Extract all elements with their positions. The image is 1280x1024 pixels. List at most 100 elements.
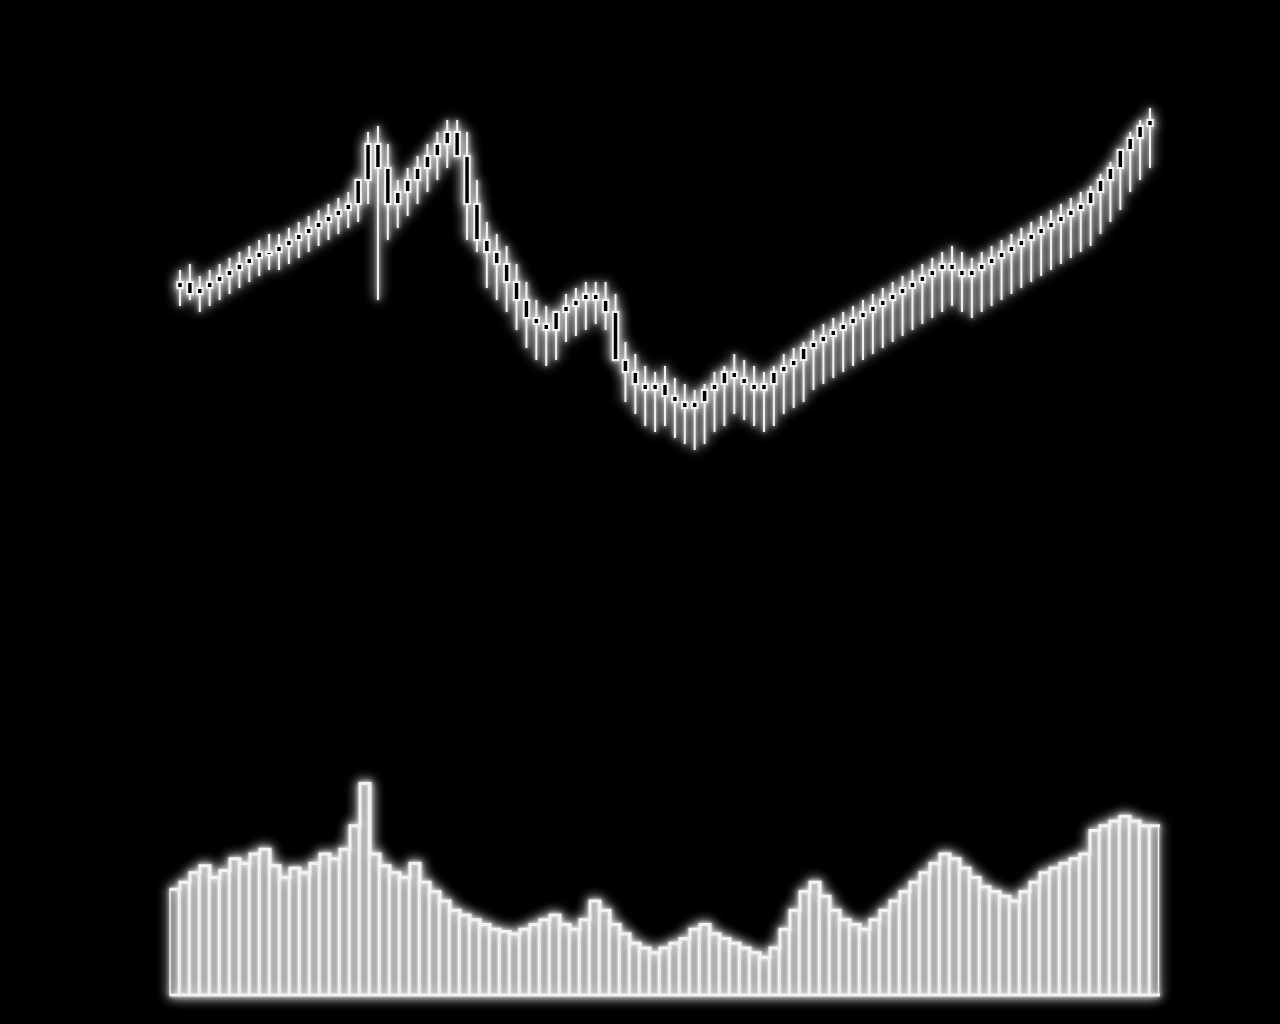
volume-bar	[939, 853, 950, 996]
candle	[562, 294, 570, 342]
candle	[275, 234, 283, 270]
candle	[1017, 228, 1026, 288]
candle	[918, 264, 927, 324]
candle	[730, 354, 739, 414]
candle	[839, 312, 847, 372]
candle-body	[730, 371, 739, 379]
candle-body	[869, 305, 877, 313]
candle	[958, 252, 966, 312]
candle-body	[295, 233, 303, 241]
candle-body	[641, 383, 649, 391]
candle-body	[819, 335, 828, 343]
volume-bar	[929, 862, 940, 996]
candle	[651, 372, 659, 432]
volume-bar	[469, 919, 480, 996]
candle-body	[354, 179, 362, 205]
candle-body	[552, 311, 560, 331]
candle	[532, 300, 541, 360]
candle	[502, 246, 511, 312]
candle-body	[849, 317, 857, 325]
volume-bar	[199, 865, 210, 996]
candle-body	[334, 209, 343, 217]
candle	[443, 120, 451, 168]
volume-bar	[299, 872, 310, 996]
volume-bar	[279, 876, 290, 996]
volume-bar	[1039, 872, 1050, 996]
volume-bar	[989, 890, 1000, 996]
candle-body	[374, 143, 382, 169]
candle-body	[443, 131, 451, 145]
candle	[522, 282, 531, 348]
volume-bar	[659, 947, 670, 996]
candle	[1067, 198, 1075, 258]
candle-body	[522, 299, 531, 319]
volume-bar	[479, 923, 490, 996]
candle	[205, 270, 214, 306]
candle-body	[1126, 137, 1134, 151]
volume-bar	[739, 947, 750, 996]
candle-body	[888, 293, 897, 301]
candle-body	[176, 281, 184, 289]
candle	[661, 366, 669, 426]
volume-bar	[919, 872, 930, 996]
candle	[770, 366, 778, 426]
candle	[631, 354, 640, 414]
candle	[344, 192, 352, 228]
volume-bar	[1069, 857, 1080, 996]
candle	[591, 282, 600, 324]
candle-body	[938, 263, 946, 271]
volume-bar	[859, 928, 870, 996]
candle-body	[1037, 227, 1045, 235]
candle	[463, 132, 471, 240]
volume-bar	[169, 888, 180, 996]
candle	[245, 246, 254, 282]
volume-bar	[629, 942, 640, 996]
candle	[1126, 132, 1134, 192]
candle-body	[789, 359, 798, 367]
candle	[295, 222, 303, 258]
candle	[938, 252, 946, 312]
candle	[196, 276, 204, 312]
volume-bar	[679, 937, 690, 996]
candle	[374, 126, 382, 300]
candle-body	[968, 269, 976, 277]
volume-bar	[559, 923, 570, 996]
candle-body	[908, 281, 917, 289]
volume-bar	[609, 923, 620, 996]
candle-body	[1027, 233, 1035, 241]
volume-bar	[249, 853, 260, 996]
volume-bar	[529, 923, 540, 996]
candle	[1007, 234, 1016, 294]
candle	[542, 306, 550, 366]
candle	[1037, 216, 1045, 276]
candle	[1136, 120, 1144, 180]
candle	[1116, 149, 1125, 210]
volume-bar	[229, 857, 240, 996]
candle-body	[997, 251, 1006, 259]
volume-bar	[1059, 862, 1070, 996]
candle	[859, 300, 867, 360]
candle-body	[1106, 167, 1115, 181]
candle-body	[799, 347, 808, 361]
volume-bar	[959, 867, 970, 996]
volume-bar	[639, 947, 650, 996]
volume-bar	[269, 865, 280, 996]
volume-bar	[809, 881, 820, 996]
candle	[225, 258, 234, 294]
candle-body	[1057, 215, 1065, 223]
candle	[750, 366, 758, 426]
volume-bar	[709, 933, 720, 996]
volume-bar	[899, 890, 910, 996]
candle-body	[275, 245, 283, 253]
volume-bar	[1029, 881, 1040, 996]
candle-body	[572, 299, 580, 307]
candle	[354, 179, 362, 222]
volume-bar	[349, 825, 360, 996]
volume-bar	[699, 923, 710, 996]
candle	[978, 252, 986, 312]
candle	[255, 240, 263, 276]
candle-body	[879, 299, 887, 307]
volume-bar	[979, 886, 990, 996]
volume-bar	[1149, 825, 1160, 996]
